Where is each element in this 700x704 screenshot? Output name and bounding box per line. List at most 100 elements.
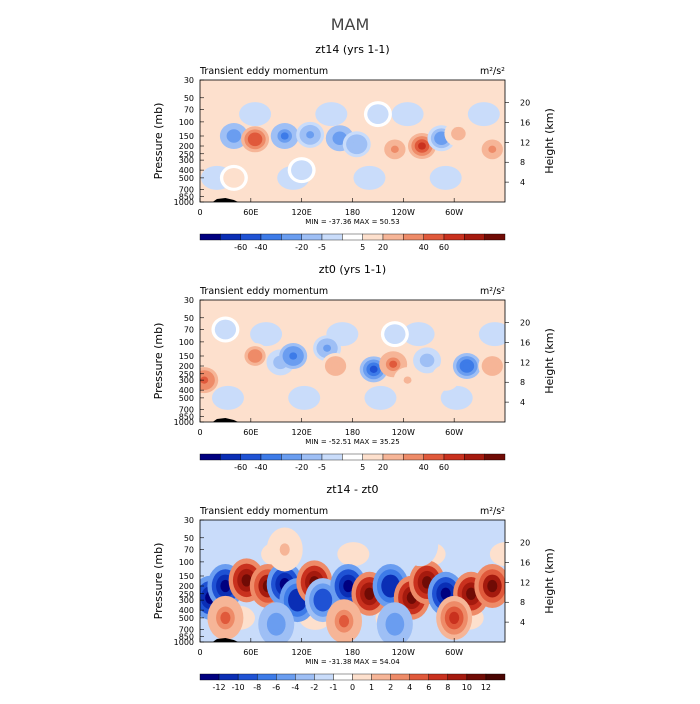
- contour-blob: [390, 330, 399, 338]
- y-tick-label: 700: [179, 406, 194, 415]
- weak-patch: [337, 542, 370, 567]
- min-max-stats: MIN = -31.38 MAX = 54.04: [305, 658, 400, 666]
- min-max-stats: MIN = -37.36 MAX = 50.53: [305, 218, 399, 226]
- panel-title: zt14 - zt0: [326, 483, 378, 496]
- contour-field: [200, 520, 505, 642]
- contour-blob: [317, 593, 328, 607]
- y-axis-label-right: Height (km): [543, 548, 556, 614]
- colorbar-label: 60: [439, 243, 449, 252]
- colorbar-label: 40: [419, 243, 429, 252]
- colorbar-label: 5: [360, 463, 365, 472]
- colorbar: -60 -40 -20 -5 5 20 40 60: [199, 453, 506, 472]
- colorbar-swatch: [260, 233, 282, 241]
- colorbar-swatch: [464, 453, 485, 461]
- colorbar-swatch: [256, 673, 277, 681]
- height-tick-label: 4: [520, 398, 525, 407]
- units-label: m²/s²: [480, 286, 505, 297]
- colorbar-label: 6: [426, 683, 431, 692]
- height-tick-label: 12: [520, 138, 530, 147]
- height-tick-label: 8: [520, 158, 525, 167]
- colorbar-swatch: [382, 453, 404, 461]
- colorbar-label: -20: [295, 463, 308, 472]
- colorbar-label: -6: [272, 683, 280, 692]
- contour-blob: [220, 611, 231, 625]
- y-tick-label: 700: [179, 626, 194, 635]
- height-tick-label: 12: [520, 578, 530, 587]
- y-tick-label: 1000: [174, 198, 194, 207]
- weak-patch: [250, 322, 283, 347]
- colorbar-swatch: [237, 673, 258, 681]
- colorbar: -60 -40 -20 -5 5 20 40 60: [199, 233, 506, 252]
- panel-subtitle: Transient eddy momentum: [199, 286, 328, 297]
- weak-patch: [211, 385, 244, 410]
- colorbar-label: 1: [369, 683, 374, 692]
- colorbar-label: 8: [445, 683, 450, 692]
- y-tick-label: 400: [179, 166, 194, 175]
- y-tick-label: 100: [179, 118, 194, 127]
- contour-blob: [462, 362, 471, 370]
- y-tick-label: 400: [179, 386, 194, 395]
- y-axis-label: Pressure (mb): [152, 323, 165, 400]
- colorbar-swatch: [371, 673, 391, 681]
- contour-blob: [437, 134, 446, 142]
- colorbar-swatch: [321, 453, 343, 461]
- colorbar-label: -2: [310, 683, 318, 692]
- panel-3: zt14 - zt0 Transient eddy momentum m²/s² 30…: [152, 483, 556, 692]
- colorbar-swatch: [199, 453, 221, 461]
- weak-patch: [489, 542, 505, 567]
- colorbar-swatch: [301, 233, 323, 241]
- weak-patch: [353, 165, 386, 190]
- y-axis-label-right: Height (km): [543, 328, 556, 394]
- y-tick-label: 30: [184, 76, 194, 85]
- weak-patch: [429, 165, 462, 190]
- colorbar-label: -60: [234, 463, 247, 472]
- y-tick-label: 250: [179, 370, 194, 379]
- contour-blob: [389, 360, 398, 368]
- min-max-stats: MIN = -52.51 MAX = 35.25: [305, 438, 399, 446]
- x-tick-label: 180: [345, 648, 360, 657]
- colorbar-label: 2: [388, 683, 393, 692]
- contour-blob: [280, 132, 289, 140]
- colorbar-swatch: [218, 673, 239, 681]
- y-axis-label: Pressure (mb): [152, 543, 165, 620]
- colorbar-swatch: [333, 673, 353, 681]
- y-tick-label: 70: [184, 325, 194, 334]
- contour-field: [200, 300, 505, 422]
- colorbar-swatch: [276, 673, 296, 681]
- panel-subtitle: Transient eddy momentum: [199, 506, 328, 517]
- height-tick-label: 12: [520, 358, 530, 367]
- x-tick-label: 60W: [445, 648, 463, 657]
- colorbar-swatch: [466, 673, 487, 681]
- colorbar-swatch: [484, 453, 506, 461]
- contour-blob: [241, 574, 252, 587]
- y-tick-label: 300: [179, 376, 194, 385]
- colorbar-label: -5: [318, 463, 326, 472]
- y-tick-label: 30: [184, 516, 194, 525]
- contour-blob: [221, 325, 230, 334]
- y-tick-label: 200: [179, 362, 194, 371]
- contour-blob: [335, 134, 344, 142]
- y-tick-label: 500: [179, 614, 194, 623]
- x-tick-label: 120E: [292, 428, 312, 437]
- y-axis-label: Pressure (mb): [152, 103, 165, 180]
- colorbar-label: -1: [329, 683, 337, 692]
- colorbar-swatch: [443, 453, 465, 461]
- weak-patch: [478, 322, 505, 347]
- colorbar-swatch: [295, 673, 315, 681]
- units-label: m²/s²: [480, 506, 505, 517]
- contour-blob: [292, 593, 303, 607]
- contour-blob: [229, 132, 238, 140]
- topography: [212, 198, 239, 202]
- colorbar-swatch: [220, 453, 241, 461]
- y-tick-label: 850: [179, 192, 194, 201]
- colorbar-swatch: [443, 233, 465, 241]
- topography: [212, 418, 239, 422]
- contour-blob: [415, 537, 426, 551]
- colorbar-swatch: [281, 233, 302, 241]
- colorbar-swatch: [342, 453, 363, 461]
- contour-blob: [251, 135, 259, 143]
- contour-blob: [488, 362, 497, 370]
- colorbar-label: -40: [254, 463, 267, 472]
- y-tick-label: 850: [179, 412, 194, 421]
- contour-blob: [390, 145, 399, 153]
